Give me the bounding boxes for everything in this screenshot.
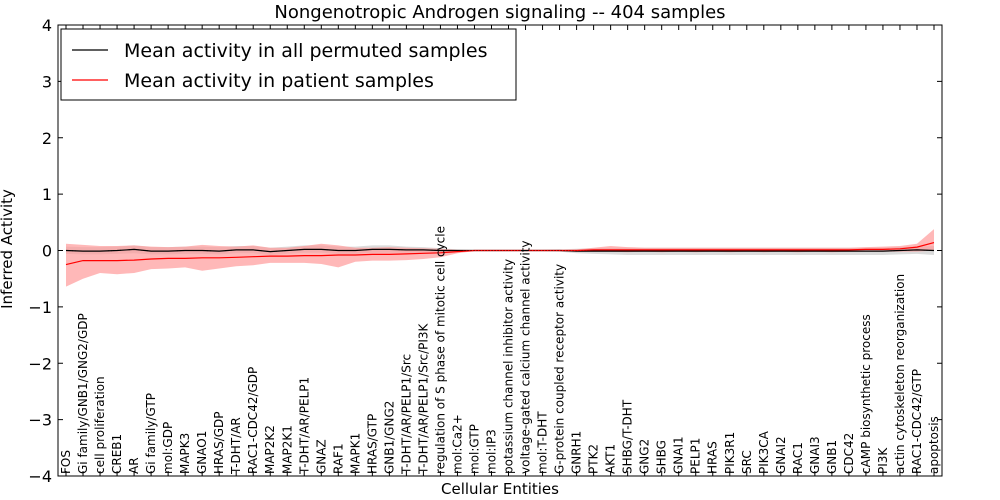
x-tick-label: GNRH1 — [570, 431, 584, 474]
y-tick-label: 0 — [42, 242, 52, 261]
x-tick-label: PIK3CA — [757, 430, 771, 474]
x-tick-label: mol:Ca2+ — [451, 414, 465, 474]
y-tick-label: 2 — [42, 129, 52, 148]
x-tick-label: cAMP biosynthetic process — [859, 314, 873, 474]
x-tick-label: HRAS/GTP — [365, 414, 379, 474]
x-tick-label: CREB1 — [110, 434, 124, 474]
y-tick-label: −2 — [28, 354, 52, 373]
x-tick-label: AR — [127, 457, 141, 474]
x-tick-label: FOS — [59, 450, 73, 474]
y-tick-label: −3 — [28, 411, 52, 430]
x-tick-label: regulation of S phase of mitotic cell cy… — [433, 226, 447, 474]
x-tick-label: G-protein coupled receptor activity — [553, 264, 567, 474]
x-tick-label: apoptosis — [927, 416, 941, 474]
x-tick-label: GNB1 — [825, 440, 839, 474]
plot-frame — [57, 24, 943, 477]
y-axis-label: Inferred Activity — [0, 189, 16, 309]
legend-label-patient: Mean activity in patient samples — [124, 70, 434, 92]
y-tick-label: 1 — [42, 185, 52, 204]
x-tick-label: PIK3R1 — [723, 432, 737, 474]
x-tick-label: HRAS — [706, 441, 720, 474]
x-tick-label: MAP2K1 — [280, 425, 294, 474]
x-tick-label: SHBG — [655, 440, 669, 474]
band-patient — [66, 229, 934, 287]
x-tick-label: GNAI2 — [774, 436, 788, 474]
x-axis-label: Cellular Entities — [441, 480, 559, 498]
legend: Mean activity in all permuted samples Me… — [60, 28, 517, 101]
x-tick-label: mol:T-DHT — [536, 411, 550, 474]
x-axis: FOS Gi family/GNB1/GNG2/GDP cell prolifera… — [59, 25, 941, 476]
x-tick-label: MAPK1 — [348, 433, 362, 474]
y-tick-label: 4 — [42, 16, 52, 35]
x-tick-label: GNAI3 — [808, 436, 822, 474]
y-tick-label: −1 — [28, 298, 52, 317]
x-tick-label: PELP1 — [689, 438, 703, 474]
x-tick-label: MAP2K2 — [263, 425, 277, 474]
x-tick-label: GNAI1 — [672, 436, 686, 474]
x-tick-label: cell proliferation — [93, 376, 107, 474]
legend-box — [60, 28, 517, 101]
x-tick-label: voltage-gated calcium channel activity — [519, 240, 533, 474]
permuted-mean-dots — [65, 248, 935, 253]
x-tick-label: GNG2 — [638, 439, 652, 474]
x-tick-label: RAC1-CDC42/GTP — [910, 369, 924, 474]
x-tick-label: T-DHT/AR — [229, 417, 243, 475]
series-line-patient — [65, 242, 935, 266]
x-tick-label: mol:GTP — [468, 424, 482, 474]
x-tick-label: CDC42 — [842, 433, 856, 474]
x-tick-label: PTK2 — [587, 444, 601, 474]
chart-title: Nongenotropic Androgen signaling -- 404 … — [274, 2, 725, 23]
x-tick-label: SRC — [740, 450, 754, 474]
x-tick-label: MAPK3 — [178, 433, 192, 474]
x-tick-label: T-DHT/AR/PELP1/Src — [399, 354, 413, 475]
series-lines — [65, 242, 935, 266]
x-tick-label: Gi family/GNB1/GNG2/GDP — [76, 313, 90, 474]
x-tick-label: HRAS/GDP — [212, 411, 226, 474]
x-tick-label: T-DHT/AR/PELP1 — [297, 377, 311, 475]
y-tick-label: −4 — [28, 467, 52, 486]
x-tick-label: Gi family/GTP — [144, 393, 158, 474]
legend-label-permuted: Mean activity in all permuted samples — [124, 40, 487, 62]
x-tick-label: RAC1 — [791, 442, 805, 474]
y-axis: −4 −3 −2 −1 0 1 2 3 4 — [28, 16, 942, 486]
x-tick-label: mol:GDP — [161, 422, 175, 474]
x-tick-label: GNAZ — [314, 439, 328, 474]
x-tick-label: actin cytoskeleton reorganization — [893, 274, 907, 474]
x-tick-label: PI3K — [876, 447, 890, 474]
x-tick-label: SHBG/T-DHT — [621, 399, 635, 474]
y-tick-label: 3 — [42, 72, 52, 91]
x-tick-label: T-DHT/AR/PELP1/Src/PI3K — [416, 322, 430, 475]
x-tick-label: potassium channel inhibitor activity — [502, 259, 516, 474]
x-tick-label: RAF1 — [331, 443, 345, 474]
x-tick-label: GNAO1 — [195, 431, 209, 474]
x-tick-label: AKT1 — [604, 444, 618, 474]
x-tick-label: RAC1-CDC42/GDP — [246, 367, 260, 474]
x-tick-label: GNB1/GNG2 — [382, 401, 396, 474]
x-tick-label: mol:IP3 — [485, 429, 499, 474]
